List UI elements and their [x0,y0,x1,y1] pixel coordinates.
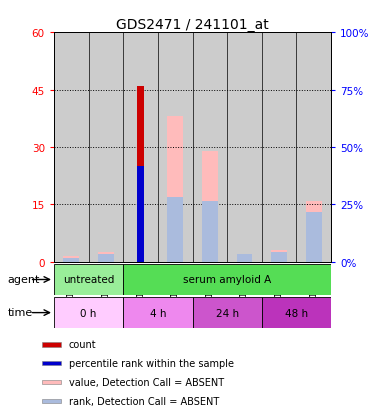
Text: agent: agent [8,275,40,285]
Bar [167,117,183,262]
Text: time: time [8,308,33,318]
Bar [123,33,158,262]
Text: untreated: untreated [63,275,114,285]
Bar [64,259,79,262]
Bar [137,87,144,262]
Text: count: count [69,339,97,349]
Bar [202,152,218,262]
Bar [262,297,331,328]
Bar [271,251,287,262]
Bar [54,33,89,262]
Bar [192,297,262,328]
Text: 48 h: 48 h [285,308,308,318]
Bar [167,197,183,262]
Bar [192,33,227,262]
Bar [237,254,252,262]
Bar [98,254,114,262]
Bar [54,264,123,295]
Bar [296,33,331,262]
Bar [227,33,262,262]
Text: serum amyloid A: serum amyloid A [183,275,271,285]
Bar [237,256,252,262]
Text: 0 h: 0 h [80,308,97,318]
Bar [42,342,60,347]
Bar [123,297,192,328]
Bar [64,256,79,262]
Text: rank, Detection Call = ABSENT: rank, Detection Call = ABSENT [69,396,219,406]
Text: value, Detection Call = ABSENT: value, Detection Call = ABSENT [69,377,224,387]
Title: GDS2471 / 241101_at: GDS2471 / 241101_at [116,18,269,32]
Bar [54,297,123,328]
Bar [202,201,218,262]
Text: 4 h: 4 h [150,308,166,318]
Bar [89,33,123,262]
Bar [123,264,331,295]
Bar [262,33,296,262]
Bar [98,253,114,262]
Bar [306,213,321,262]
Bar [42,399,60,403]
Bar [306,201,321,262]
Bar [158,33,192,262]
Bar [137,167,144,262]
Bar [42,380,60,385]
Bar [42,361,60,366]
Bar [271,253,287,262]
Text: percentile rank within the sample: percentile rank within the sample [69,358,234,368]
Text: 24 h: 24 h [216,308,239,318]
